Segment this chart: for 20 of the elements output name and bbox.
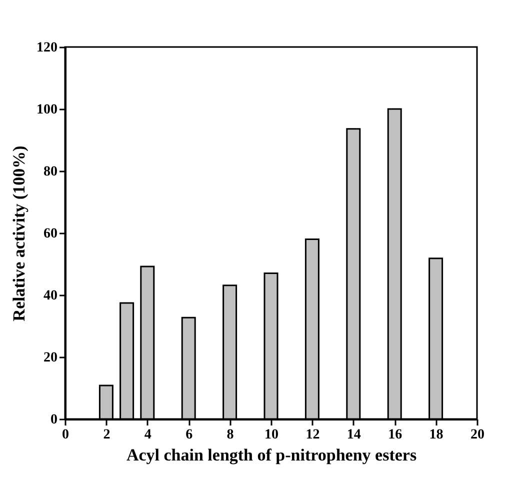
y-tick-label: 100 xyxy=(36,102,58,118)
x-axis-title: Acyl chain length of p-nitropheny esters xyxy=(126,446,417,464)
y-axis-title: Relative activity (100%) xyxy=(10,146,28,322)
y-tick-label: 20 xyxy=(44,350,58,366)
x-tick-label: 18 xyxy=(429,428,444,442)
x-tick-label: 14 xyxy=(346,428,361,442)
y-tick-label: 120 xyxy=(36,40,58,56)
x-tick-label: 16 xyxy=(388,428,402,442)
x-tick-label: 2 xyxy=(103,428,110,442)
y-tick-label: 60 xyxy=(44,226,58,242)
x-tick-label: 4 xyxy=(144,428,152,442)
x-tick-label: 6 xyxy=(186,428,193,442)
y-tick-label: 40 xyxy=(44,288,58,304)
x-tick-label: 8 xyxy=(226,428,234,442)
x-tick-label: 10 xyxy=(264,428,278,442)
x-tick-label: 20 xyxy=(470,428,484,442)
x-tick-label: 12 xyxy=(306,428,320,442)
y-tick-label: 0 xyxy=(50,412,58,428)
y-tick-label: 80 xyxy=(44,164,58,180)
x-tick-label: 0 xyxy=(62,428,69,442)
